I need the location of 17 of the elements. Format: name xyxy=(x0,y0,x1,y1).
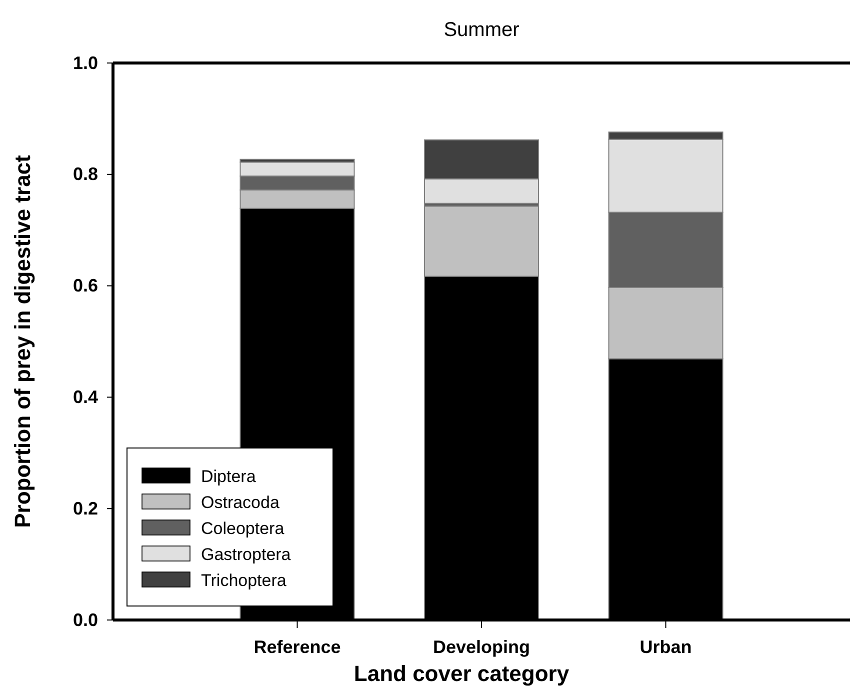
legend-label: Diptera xyxy=(201,467,256,486)
y-tick-label: 0.6 xyxy=(72,276,98,296)
x-tick-label: Urban xyxy=(640,637,692,657)
y-axis-title: Proportion of prey in digestive tract xyxy=(10,154,35,528)
legend-label: Trichoptera xyxy=(201,571,287,590)
chart-title: Summer xyxy=(444,19,520,41)
legend-label: Gastroptera xyxy=(201,545,292,564)
legend-label: Ostracoda xyxy=(201,493,280,512)
y-tick-label: 0.4 xyxy=(72,386,98,407)
legend-label: Coleoptera xyxy=(201,519,285,538)
y-tick-label: 1.0 xyxy=(72,52,98,73)
x-axis-title: Land cover category xyxy=(354,661,570,686)
x-tick-label: Developing xyxy=(432,637,530,657)
y-tick-label: 0.2 xyxy=(72,498,98,518)
x-tick-label: Reference xyxy=(254,637,341,657)
y-tick-label: 0.8 xyxy=(72,164,98,184)
y-tick-label: 0.0 xyxy=(72,610,98,630)
